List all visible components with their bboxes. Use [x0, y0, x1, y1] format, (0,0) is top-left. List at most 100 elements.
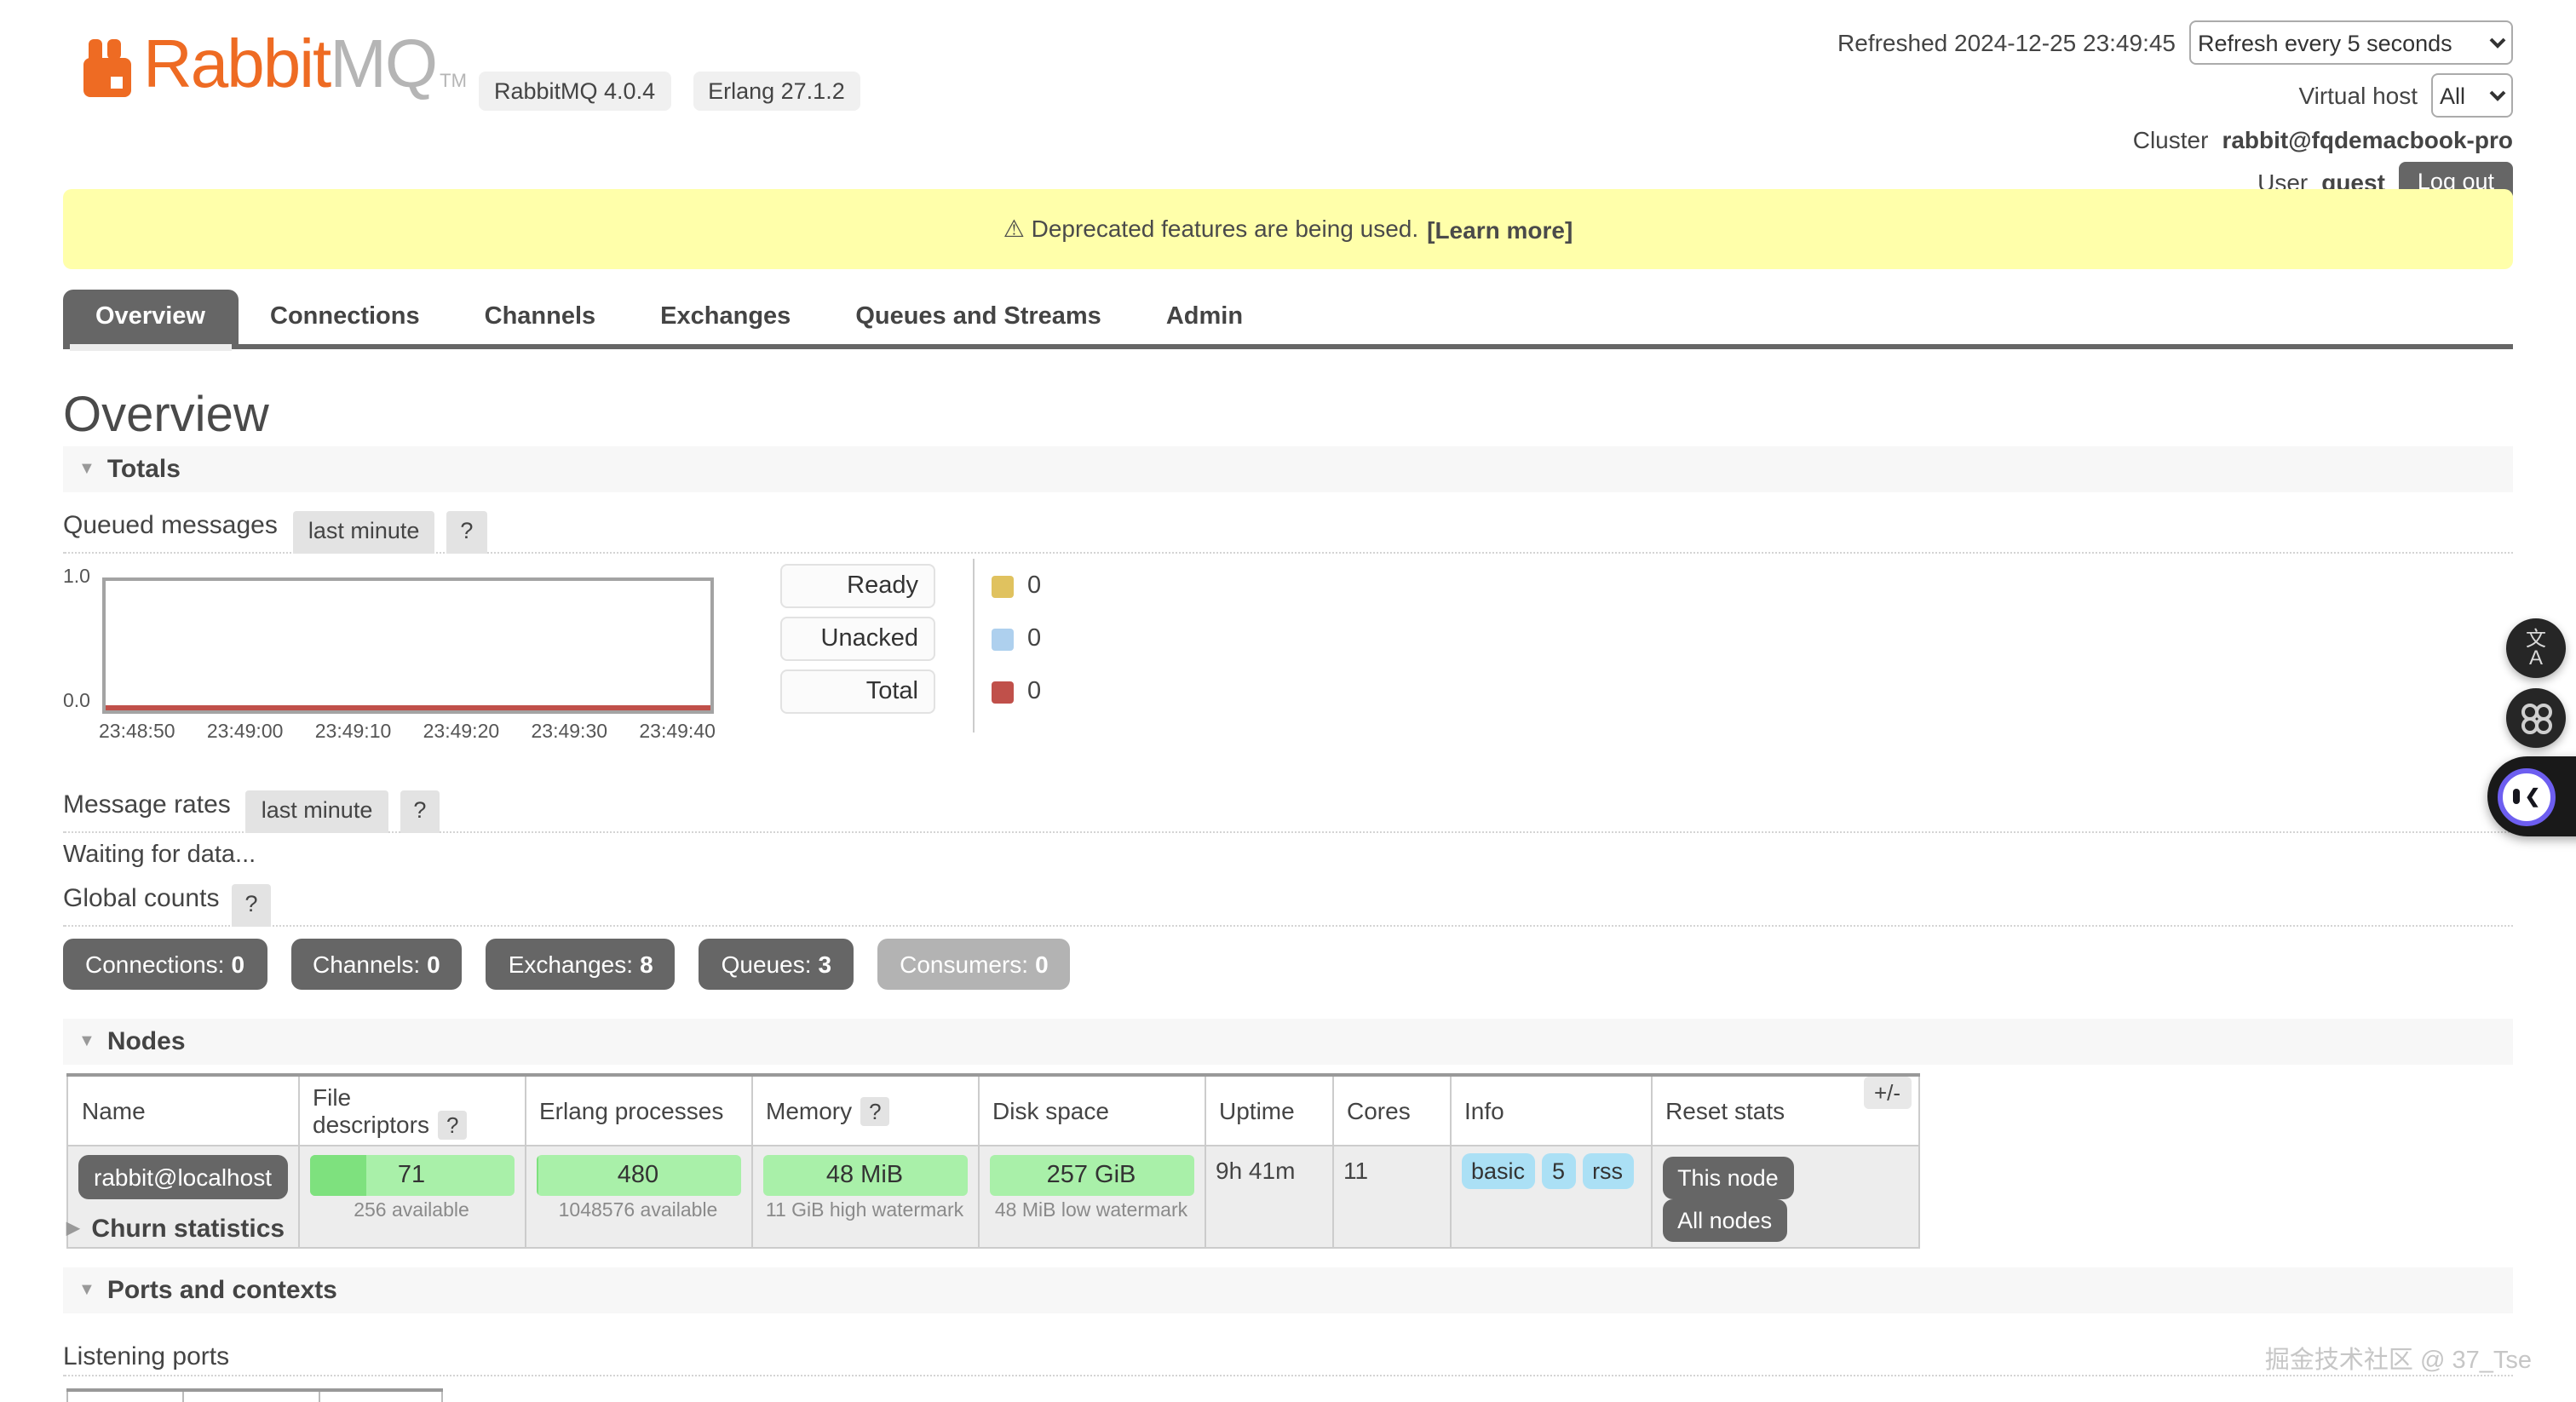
chart-legend: Ready 0 Unacked 0 Total 0 [780, 559, 1042, 733]
section-churn[interactable]: ▶ Churn statistics [66, 1215, 285, 1244]
message-rates-label: Message rates [63, 790, 231, 819]
unacked-swatch-icon [992, 628, 1014, 650]
exchanges-count-badge: Exchanges: 8 [486, 939, 676, 990]
page-title: Overview [63, 388, 269, 443]
cluster-name: rabbit@fqdemacbook-pro [2222, 126, 2513, 153]
section-nodes-label: Nodes [106, 1027, 186, 1056]
global-count-badges: Connections: 0 Channels: 0 Exchanges: 8 Que… [63, 939, 1071, 990]
unacked-value: 0 [1027, 625, 1042, 652]
col-memory: Memory? [750, 1073, 979, 1146]
vhost-select[interactable]: All [2431, 73, 2513, 118]
rabbit-icon [83, 39, 131, 97]
queued-help-button[interactable]: ? [446, 511, 487, 554]
tab-queues-streams[interactable]: Queues and Streams [855, 303, 1101, 330]
info-badge-basic: basic [1461, 1153, 1536, 1189]
refresh-interval-select[interactable]: Refresh every 5 seconds [2189, 20, 2513, 65]
assistant-face-icon: ❮ [2498, 767, 2556, 825]
message-rates-help-button[interactable]: ? [400, 790, 440, 833]
deprecation-text: ⚠ Deprecated features are being used. [1003, 215, 1419, 242]
divider [63, 1375, 2513, 1376]
collapse-triangle-icon: ▼ [78, 1281, 95, 1300]
x-tick: 23:49:30 [531, 722, 608, 743]
logo-tm: TM [440, 72, 467, 92]
expand-triangle-icon: ▶ [66, 1220, 80, 1238]
message-rates-range-tab[interactable]: last minute [245, 790, 388, 833]
erlang-processes-cell: 480 1048576 available [524, 1145, 752, 1249]
global-counts-label: Global counts [63, 884, 220, 913]
section-totals-label: Totals [106, 455, 181, 484]
col-uptime: Uptime [1204, 1073, 1333, 1146]
fd-help-button[interactable]: ? [437, 1111, 468, 1140]
cluster-label: Cluster [2132, 126, 2209, 153]
watermark-text: 掘金技术社区 @ 37_Tse [2264, 1347, 2532, 1375]
section-ports-label: Ports and contexts [106, 1276, 337, 1305]
section-churn-label: Churn statistics [91, 1215, 285, 1244]
collapse-triangle-icon: ▼ [78, 1032, 95, 1051]
memory-help-button[interactable]: ? [860, 1097, 890, 1126]
learn-more-link[interactable]: [Learn more] [1427, 215, 1573, 243]
erlang-version-badge: Erlang 27.1.2 [693, 72, 860, 111]
legend-unacked-toggle[interactable]: Unacked [780, 617, 935, 661]
legend-total-toggle[interactable]: Total [780, 669, 935, 714]
y-axis-tick-max: 1.0 [63, 567, 90, 588]
col-file-descriptors: File descriptors? [297, 1073, 526, 1146]
column-plusminus-button[interactable]: +/- [1864, 1077, 1912, 1109]
reset-all-nodes-button[interactable]: All nodes [1662, 1199, 1788, 1242]
col-name: Name [66, 1073, 299, 1146]
queued-messages-label: Queued messages [63, 511, 278, 540]
assistant-button[interactable]: ❮ [2487, 756, 2576, 836]
cores-cell: 11 [1331, 1145, 1451, 1249]
nodes-table: Name File descriptors? Erlang processes … [66, 1073, 1920, 1249]
header-right: Refreshed 2024-12-25 23:49:45 Refresh ev… [1837, 20, 2513, 201]
deprecation-banner: ⚠ Deprecated features are being used. [L… [63, 189, 2513, 269]
node-row: rabbit@localhost 71 256 available 480 10… [66, 1145, 1920, 1249]
ready-swatch-icon [992, 575, 1014, 597]
queues-count-badge: Queues: 3 [699, 939, 854, 990]
legend-divider [973, 559, 975, 733]
nodes-table-header-row: Name File descriptors? Erlang processes … [66, 1073, 1920, 1146]
fd-cell: 71 256 available [297, 1145, 526, 1249]
tab-channels[interactable]: Channels [484, 303, 596, 330]
rabbitmq-version-badge: RabbitMQ 4.0.4 [479, 72, 671, 111]
info-badge-5: 5 [1542, 1153, 1576, 1189]
version-badges: RabbitMQ 4.0.4 Erlang 27.1.2 [479, 72, 860, 111]
listening-ports-label: Listening ports [63, 1342, 230, 1371]
x-tick: 23:49:10 [314, 722, 392, 743]
tab-exchanges[interactable]: Exchanges [660, 303, 791, 330]
col-info: Info [1448, 1073, 1653, 1146]
x-tick: 23:49:40 [639, 722, 716, 743]
waiting-for-data-text: Waiting for data... [63, 842, 256, 869]
x-axis-ticks: 23:48:50 23:49:00 23:49:10 23:49:20 23:4… [99, 722, 716, 743]
message-rates-row: Message rates last minute ? [63, 790, 2513, 833]
col-erlang-processes: Erlang processes [524, 1073, 752, 1146]
y-axis-tick-min: 0.0 [63, 692, 90, 712]
disk-space-cell: 257 GiB 48 MiB low watermark [977, 1145, 1205, 1249]
extension-menu-button[interactable] [2506, 688, 2566, 748]
section-nodes[interactable]: ▼ Nodes [63, 1019, 2513, 1065]
total-value: 0 [1027, 678, 1042, 705]
rabbitmq-logo[interactable]: RabbitMQ TM [82, 27, 467, 102]
info-badge-rss: rss [1582, 1153, 1634, 1189]
tab-connections[interactable]: Connections [270, 303, 420, 330]
section-totals[interactable]: ▼ Totals [63, 446, 2513, 492]
uptime-cell: 9h 41m [1204, 1145, 1333, 1249]
logo-text: RabbitMQ [143, 27, 438, 102]
tab-admin[interactable]: Admin [1165, 303, 1244, 330]
consumers-count-badge: Consumers: 0 [877, 939, 1071, 990]
channels-count-badge: Channels: 0 [290, 939, 463, 990]
reset-this-node-button[interactable]: This node [1662, 1157, 1794, 1199]
node-name-badge[interactable]: rabbit@localhost [78, 1155, 287, 1199]
legend-ready-toggle[interactable]: Ready [780, 564, 935, 608]
tab-overview[interactable]: Overview [63, 290, 238, 344]
col-cores: Cores [1331, 1073, 1451, 1146]
reset-stats-cell: This nodeAll nodes [1650, 1145, 1920, 1249]
clover-grid-icon [2521, 703, 2551, 733]
section-ports[interactable]: ▼ Ports and contexts [63, 1267, 2513, 1313]
info-cell: basic 5 rss [1448, 1145, 1653, 1249]
queued-range-tab[interactable]: last minute [292, 511, 435, 554]
x-tick: 23:49:20 [423, 722, 500, 743]
memory-cell: 48 MiB 11 GiB high watermark [750, 1145, 979, 1249]
global-counts-help-button[interactable]: ? [231, 884, 272, 927]
